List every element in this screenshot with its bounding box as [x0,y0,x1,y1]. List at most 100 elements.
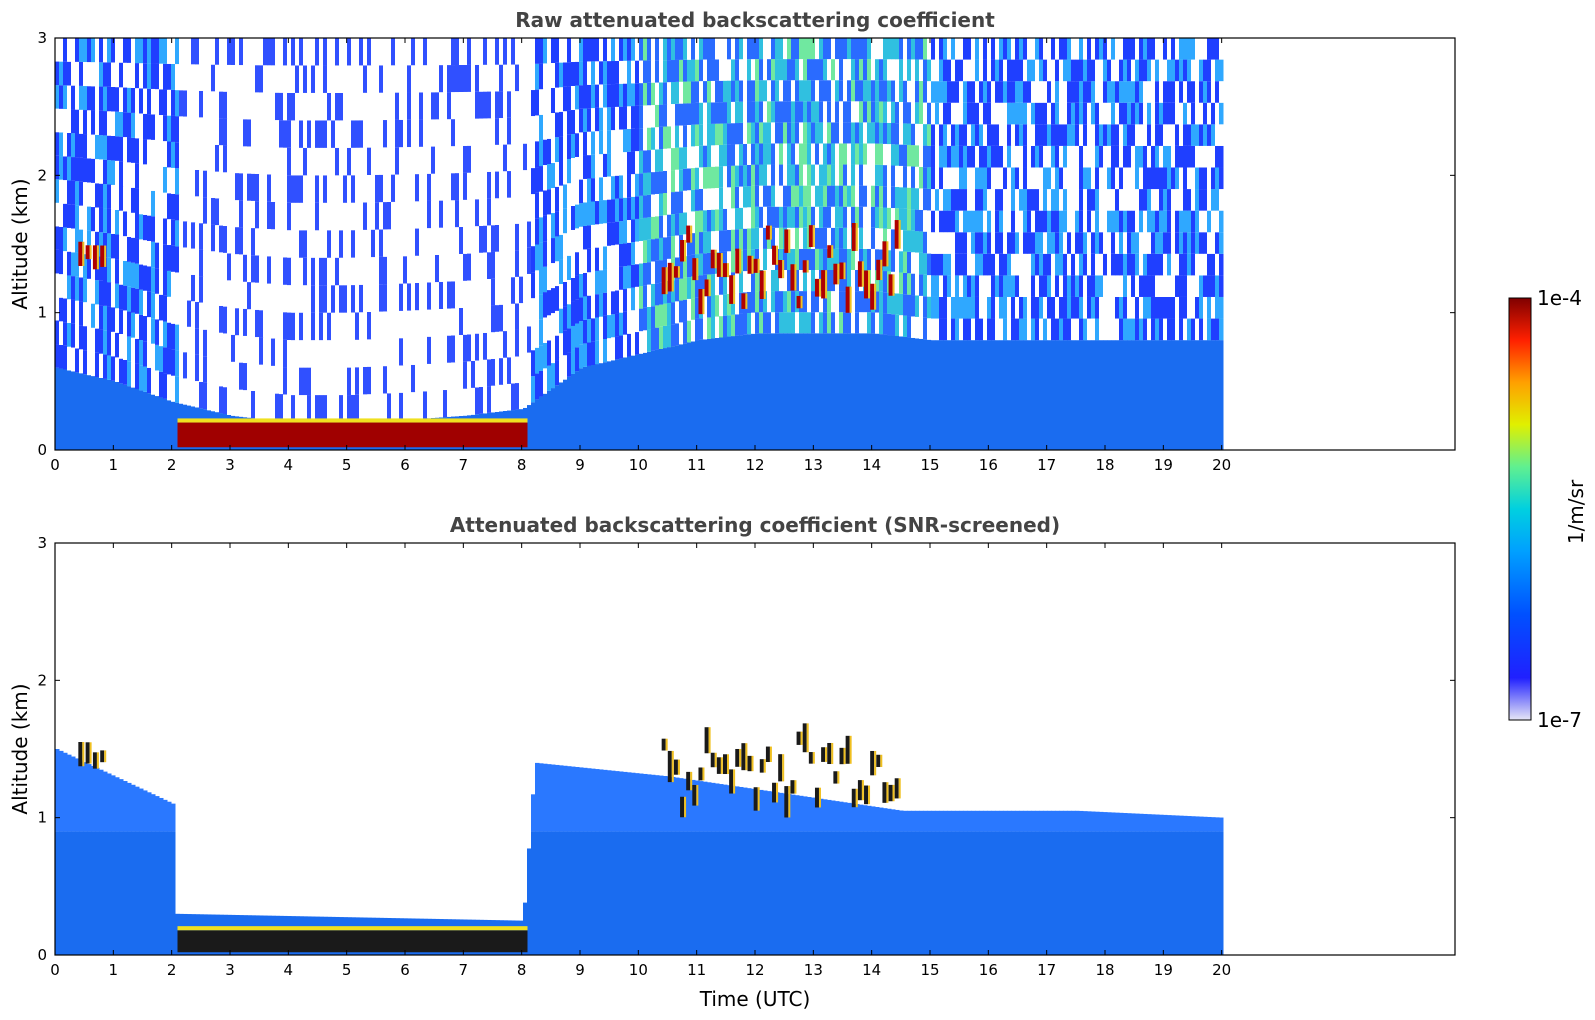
signal-column [987,810,992,832]
noise-cell [747,313,752,335]
noise-cell [307,257,312,286]
noise-cell [259,337,264,365]
noise-cell [787,59,792,81]
cloud-cell [741,293,746,309]
noise-cell [343,92,348,121]
noise-cell [747,101,752,123]
noise-cell [507,330,512,358]
noise-cell [387,38,392,66]
noise-cell [707,38,712,60]
noise-cell [1147,145,1152,168]
noise-cell [287,175,292,203]
signal-column [715,783,720,832]
noise-cell [231,307,236,335]
noise-cell [63,180,68,204]
noise-cell [527,169,532,196]
noise-cell [1007,189,1012,211]
noise-cell [455,92,460,120]
signal-column [667,776,672,832]
noise-cell [479,386,484,414]
noise-cell [715,59,720,81]
signal-column [575,766,580,832]
noise-cell [831,185,836,207]
noise-cell [647,239,652,263]
noise-cell [315,120,320,148]
noise-cell [779,185,784,207]
noise-cell [1047,232,1052,254]
noise-cell [707,252,712,275]
noise-cell [991,167,996,190]
noise-cell [499,64,504,92]
noise-cell [811,312,816,334]
noise-cell [655,216,660,239]
noise-cell [467,307,472,335]
cloud-cell-edge [696,258,699,281]
noise-cell [831,291,836,313]
noise-cell [511,303,516,331]
noise-cell [251,38,256,66]
noise-cell [71,323,76,348]
noise-cell [199,329,204,356]
noise-cell [763,59,768,81]
noise-cell [191,353,196,381]
noise-cell [755,101,760,123]
noise-cell [787,38,792,60]
noise-cell [263,92,268,120]
noise-cell [827,185,832,207]
noise-cell [1031,102,1036,125]
noise-cell [819,143,824,165]
noise-cell [1123,296,1128,319]
noise-cell [519,170,524,198]
noise-cell [919,317,924,339]
noise-cell [743,80,748,102]
noise-cell [575,133,580,157]
noise-cell [119,210,124,236]
noise-cell [151,38,156,64]
noise-cell [1071,296,1076,319]
noise-cell [515,276,520,304]
noise-cell [731,101,736,124]
noise-cell [1015,189,1020,211]
noise-cell [287,120,292,148]
signal-column [651,774,656,832]
noise-cell [419,337,424,365]
noise-cell [1139,210,1144,233]
noise-cell [667,126,672,149]
aerosol-column [627,831,632,955]
noise-cell [591,178,596,202]
noise-cell [943,210,948,233]
noise-cell [1051,81,1056,103]
noise-cell [75,109,80,134]
noise-cell [59,344,64,369]
noise-cell [423,228,428,256]
noise-cell [487,91,492,119]
noise-cell [1135,81,1140,103]
backscatter-heatmap [55,38,1224,450]
noise-cell [1079,232,1084,254]
noise-cell [1003,318,1008,341]
noise-cell [315,65,320,93]
noise-cell [783,38,788,60]
noise-cell [963,232,968,254]
noise-cell [599,339,604,364]
noise-cell [959,275,964,297]
noise-cell [527,90,532,117]
noise-cell [823,227,828,249]
noise-cell [699,124,704,146]
noise-cell [795,38,800,60]
noise-cell [95,304,100,329]
signal-column [615,771,620,832]
noise-cell [1107,102,1112,125]
noise-cell [815,164,820,186]
noise-cell [1091,38,1096,60]
noise-cell [1023,210,1028,233]
noise-cell [907,209,912,231]
noise-cell [123,161,128,187]
noise-cell [1087,124,1092,146]
signal-column [863,805,868,832]
noise-cell [895,314,900,337]
noise-cell [647,60,652,83]
noise-cell [1215,296,1220,319]
noise-cell [223,333,228,361]
noise-cell [515,170,520,198]
